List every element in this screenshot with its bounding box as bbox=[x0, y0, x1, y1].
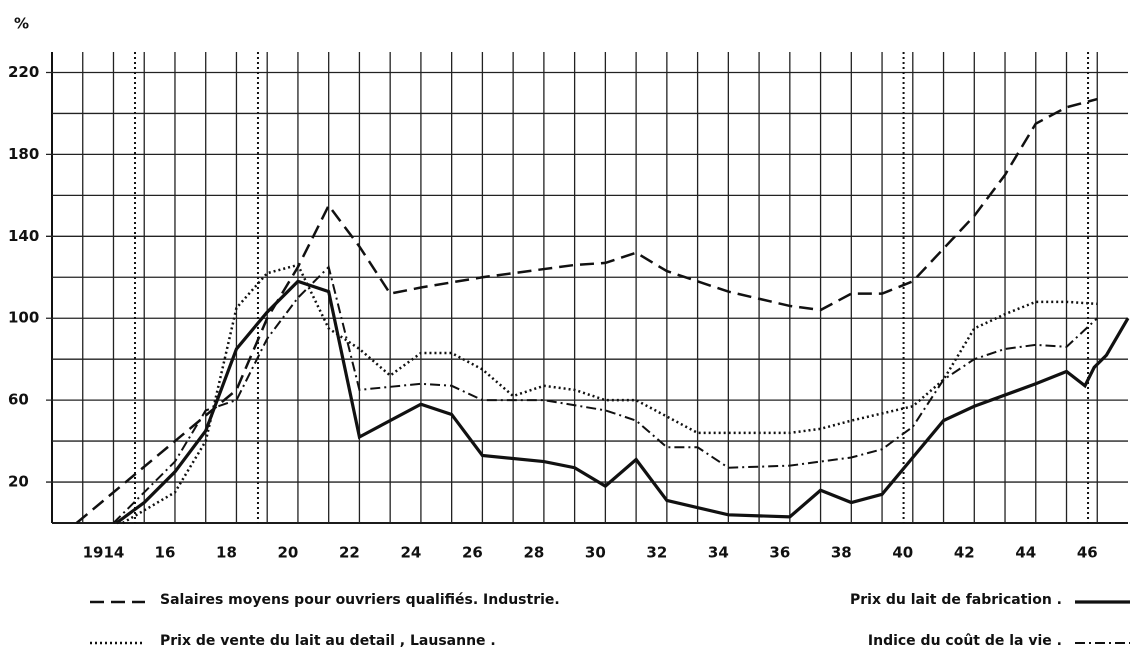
x-tick-label: 28 bbox=[523, 544, 544, 562]
x-tick-label: 44 bbox=[1015, 544, 1036, 562]
series-line bbox=[115, 279, 1130, 525]
series-line bbox=[122, 263, 1098, 525]
x-tick-label: 34 bbox=[708, 544, 729, 562]
y-axis-label: % bbox=[14, 15, 29, 33]
x-tick-label: 46 bbox=[1077, 544, 1098, 562]
legend-label: Salaires moyens pour ouvriers qualifiés.… bbox=[160, 592, 560, 608]
x-tick-label: 42 bbox=[954, 544, 975, 562]
x-tick-label: 22 bbox=[339, 544, 360, 562]
x-tick-label: 38 bbox=[831, 544, 852, 562]
series-line bbox=[75, 97, 1098, 524]
x-tick-label: 36 bbox=[769, 544, 790, 562]
y-tick-label: 60 bbox=[8, 391, 29, 409]
x-tick-label: 18 bbox=[216, 544, 237, 562]
x-tick-label: 26 bbox=[462, 544, 483, 562]
y-tick-label: 100 bbox=[8, 309, 39, 327]
y-tick-label: 180 bbox=[8, 145, 39, 163]
x-tick-label: 24 bbox=[400, 544, 421, 562]
x-tick-label: 20 bbox=[278, 544, 299, 562]
legend-label: Prix de vente du lait au detail , Lausan… bbox=[160, 633, 496, 649]
x-tick-label: 16 bbox=[155, 544, 176, 562]
x-tick-label: 40 bbox=[892, 544, 913, 562]
legend-label: Indice du coût de la vie . bbox=[868, 633, 1062, 649]
x-tick-label: 30 bbox=[585, 544, 606, 562]
y-tick-label: 20 bbox=[8, 473, 29, 491]
x-tick-label: 1914 bbox=[83, 544, 125, 562]
legend-label: Prix du lait de fabrication . bbox=[850, 592, 1062, 608]
series-line bbox=[112, 265, 1098, 524]
x-tick-label: 32 bbox=[646, 544, 667, 562]
y-tick-label: 140 bbox=[8, 227, 39, 245]
y-tick-label: 220 bbox=[8, 63, 39, 81]
